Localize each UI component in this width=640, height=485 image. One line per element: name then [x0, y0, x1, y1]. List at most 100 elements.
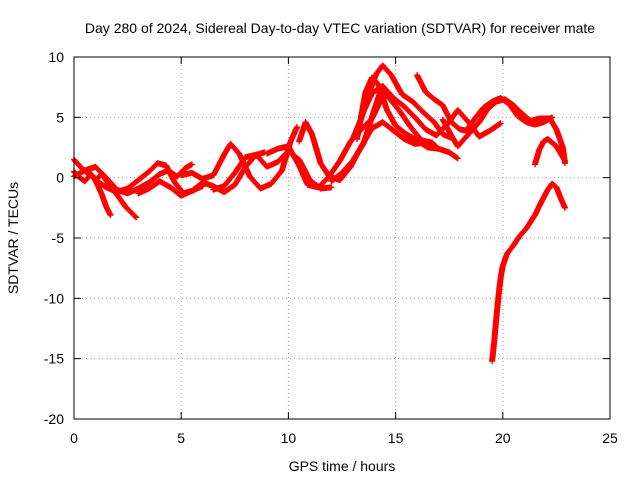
series-trace — [410, 99, 426, 115]
axis-ticks: 0 5 10 15 20 25 -20 -15 -10 -5 0 5 10 — [44, 49, 618, 446]
series-trace — [232, 155, 248, 175]
series-trace — [329, 170, 345, 184]
series-trace — [210, 152, 227, 178]
series-trace — [476, 106, 491, 125]
data-point — [497, 120, 504, 127]
series-trace — [547, 116, 559, 132]
data-point — [133, 214, 140, 221]
data-point — [328, 184, 335, 191]
series-trace — [189, 170, 205, 182]
series-trace — [545, 136, 555, 145]
series-trace — [455, 108, 471, 125]
series-trace — [163, 163, 178, 185]
series-trace — [440, 103, 454, 125]
data-point — [454, 155, 461, 162]
series-trace — [421, 110, 437, 125]
series-arc-16 — [531, 136, 568, 168]
data-point — [561, 204, 568, 211]
series-trace — [511, 233, 523, 248]
series-trace — [393, 123, 409, 137]
series-trace — [286, 144, 302, 168]
x-tick-label: 20 — [495, 430, 511, 446]
series-trace — [172, 180, 186, 196]
series-trace — [391, 128, 407, 142]
series-trace — [402, 104, 418, 120]
series-trace — [464, 116, 478, 133]
series-trace — [414, 73, 429, 94]
series-trace — [189, 180, 205, 194]
data-point — [293, 123, 300, 130]
series-trace — [511, 103, 525, 116]
series-trace — [517, 226, 529, 238]
series-trace — [93, 177, 109, 190]
grid-lines — [74, 57, 610, 419]
y-tick-label: -5 — [52, 230, 65, 246]
series-trace — [275, 149, 291, 165]
series-trace — [99, 192, 109, 209]
series-trace — [400, 92, 415, 104]
series-trace — [296, 163, 311, 187]
y-tick-label: -15 — [44, 351, 64, 367]
series-trace — [391, 95, 407, 109]
x-axis-label: GPS time / hours — [289, 458, 396, 474]
series-trace — [157, 178, 173, 190]
series-trace — [397, 109, 413, 129]
series-trace — [524, 213, 538, 231]
series-trace — [360, 108, 377, 146]
series-trace — [71, 157, 83, 169]
series-trace — [318, 161, 332, 179]
data-point — [107, 212, 114, 219]
series-trace — [495, 276, 504, 298]
series-trace — [125, 177, 141, 191]
series-trace — [136, 180, 152, 191]
series-trace — [447, 150, 460, 161]
series-trace — [553, 127, 566, 150]
series-trace — [380, 83, 396, 101]
series-trace — [384, 108, 398, 128]
series-trace — [380, 119, 396, 133]
series-trace — [432, 96, 445, 108]
series-trace — [515, 113, 529, 125]
series-trace — [146, 161, 160, 174]
y-tick-label: -10 — [44, 290, 64, 306]
series-trace — [408, 124, 424, 143]
series-trace — [221, 170, 238, 189]
x-tick-label: 25 — [602, 430, 618, 446]
series-trace — [481, 99, 495, 110]
y-tick-label: 0 — [56, 170, 64, 186]
series-trace — [440, 117, 454, 138]
series-trace — [254, 152, 270, 169]
series-arc-17 — [489, 180, 568, 365]
series-trace — [296, 157, 313, 183]
series-trace — [247, 174, 263, 191]
series-arc-13 — [354, 74, 461, 162]
data-point — [188, 161, 195, 168]
x-tick-label: 10 — [281, 430, 297, 446]
x-tick-label: 5 — [177, 430, 185, 446]
series-trace — [550, 140, 559, 149]
series-trace — [123, 204, 139, 220]
chart-title: Day 280 of 2024, Sidereal Day-to-day VTE… — [85, 20, 595, 36]
series-trace — [337, 164, 353, 183]
series-trace — [386, 95, 403, 114]
series-trace — [309, 132, 324, 166]
series-trace — [339, 158, 355, 175]
series-trace — [288, 125, 300, 144]
series-trace — [369, 75, 381, 87]
series-trace — [147, 178, 162, 191]
series-trace — [423, 89, 437, 102]
series-trace — [477, 128, 492, 140]
data-series — [71, 62, 568, 365]
series-trace — [489, 339, 498, 363]
series-trace — [502, 96, 516, 108]
series-trace — [303, 120, 315, 137]
series-trace — [316, 174, 332, 190]
series-trace — [375, 82, 390, 112]
series-trace — [487, 121, 503, 133]
y-tick-label: -20 — [44, 411, 64, 427]
series-trace — [485, 99, 499, 112]
series-trace — [146, 171, 162, 185]
series-trace — [228, 141, 242, 156]
series-trace — [532, 199, 544, 218]
